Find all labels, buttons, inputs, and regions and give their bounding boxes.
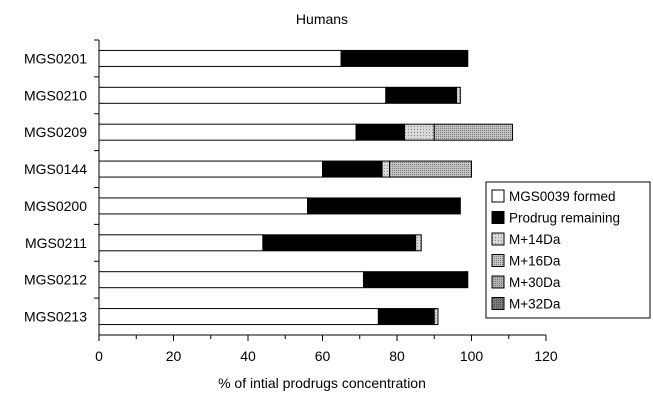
legend-swatch-m-30da: [491, 275, 505, 289]
legend-swatch-m-32da: [491, 297, 505, 310]
legend-swatch-mgs0039-formed: [491, 189, 505, 203]
bar-mgs0213-prodrug-remaining: [377, 308, 435, 326]
bar-mgs0210-prodrug-remaining: [385, 86, 458, 104]
bar-mgs0144-mgs0039-formed: [98, 160, 323, 178]
category-label-mgs0209: MGS0209: [24, 124, 87, 140]
x-axis-label: % of intial prodrugs concentration: [218, 375, 426, 391]
bar-mgs0213-m-14da: [433, 308, 439, 326]
bar-mgs0212-mgs0039-formed: [98, 271, 364, 289]
legend-label-mgs0039-formed: MGS0039 formed: [509, 189, 616, 204]
chart-title: Humans: [296, 11, 348, 27]
x-tick-label-20: 20: [166, 348, 182, 364]
bar-mgs0144-m-16da: [389, 160, 472, 178]
x-tick-label-80: 80: [389, 348, 405, 364]
bar-mgs0200-prodrug-remaining: [307, 197, 461, 215]
category-label-mgs0212: MGS0212: [24, 272, 87, 288]
legend: MGS0039 formed Prodrug remaining M+14Da M+1…: [485, 181, 651, 319]
bar-mgs0144-m-14da: [381, 160, 391, 178]
bar-mgs0210-m-14da: [456, 86, 461, 104]
bar-mgs0201-mgs0039-formed: [98, 49, 342, 67]
x-tick-label-100: 100: [460, 348, 484, 364]
legend-swatch-prodrug-remaining: [491, 211, 505, 224]
category-label-mgs0213: MGS0213: [24, 309, 87, 325]
legend-box: [485, 181, 651, 319]
x-ticks: 0 20 40 60 80 100 120: [95, 335, 558, 364]
x-tick-label-0: 0: [95, 348, 103, 364]
bars-group: [98, 49, 513, 326]
category-label-mgs0211: MGS0211: [25, 235, 87, 251]
legend-label-m-16da: M+16Da: [509, 254, 561, 269]
category-label-mgs0144: MGS0144: [24, 161, 87, 177]
bar-mgs0211-mgs0039-formed: [98, 234, 264, 252]
bar-mgs0209-m-16da: [433, 123, 513, 141]
bar-mgs0210-mgs0039-formed: [98, 86, 387, 104]
x-tick-label-60: 60: [315, 348, 331, 364]
bar-mgs0213-mgs0039-formed: [98, 308, 379, 326]
legend-label-prodrug-remaining: Prodrug remaining: [509, 211, 620, 226]
bar-mgs0200-mgs0039-formed: [98, 197, 309, 215]
category-labels: MGS0201 MGS0210 MGS0209 MGS0144 MGS0200 MGS02…: [24, 39, 99, 325]
bar-mgs0209-mgs0039-formed: [98, 123, 357, 141]
bar-mgs0212-prodrug-remaining: [362, 271, 469, 289]
category-label-mgs0201: MGS0201: [24, 50, 87, 66]
bar-mgs0209-prodrug-remaining: [355, 123, 405, 141]
bar-mgs0211-m-14da: [415, 234, 422, 252]
category-label-mgs0200: MGS0200: [24, 198, 87, 214]
legend-label-m-14da: M+14Da: [509, 232, 561, 247]
legend-swatch-m-16da: [491, 254, 505, 267]
legend-label-m-32da: M+32Da: [509, 297, 561, 312]
x-tick-label-40: 40: [240, 348, 256, 364]
bar-mgs0201-prodrug-remaining: [340, 49, 469, 67]
category-label-mgs0210: MGS0210: [24, 87, 87, 103]
legend-swatch-m-14da: [491, 232, 505, 246]
bar-mgs0209-m-14da: [403, 123, 435, 141]
legend-label-m-30da: M+30Da: [509, 275, 561, 290]
bar-mgs0144-prodrug-remaining: [322, 160, 383, 178]
bar-mgs0211-prodrug-remaining: [262, 234, 417, 252]
x-tick-label-120: 120: [534, 348, 558, 364]
